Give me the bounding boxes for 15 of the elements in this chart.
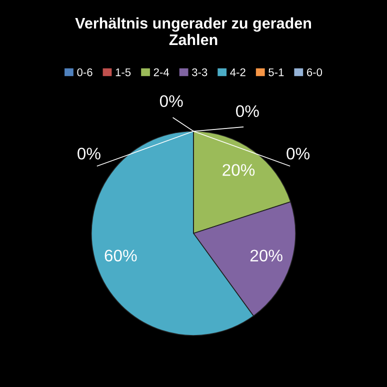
legend-label: 4-2 <box>230 68 246 76</box>
legend-label: 6-0 <box>306 68 322 76</box>
text: 0% <box>286 148 310 160</box>
legend-label: 0-6 <box>77 68 92 76</box>
legend-label: 3-3 <box>192 68 208 76</box>
legend-label: 2-4 <box>154 68 170 76</box>
data-label: 20% <box>250 250 282 262</box>
text: 0% <box>160 95 183 108</box>
chart-title: Verhältnis ungerader zu geraden Zahlen <box>75 17 311 46</box>
legend-label: 5-1 <box>268 68 284 76</box>
legend-label: 1-5 <box>116 68 131 76</box>
data-label: 60% <box>104 250 137 262</box>
data-label: 20% <box>222 164 255 176</box>
text: 0% <box>78 148 100 160</box>
text: 0% <box>236 105 259 118</box>
